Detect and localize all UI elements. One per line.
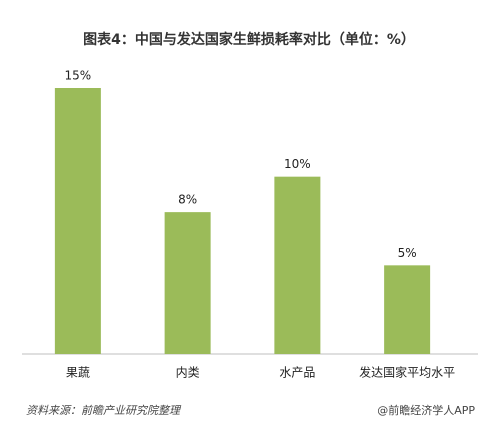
x-tick-label: 内类 xyxy=(176,366,200,380)
bar xyxy=(274,176,321,354)
value-label: 5% xyxy=(398,246,417,260)
chart-title: 图表4：中国与发达国家生鲜损耗率对比（单位：%） xyxy=(83,31,415,48)
bar xyxy=(164,212,211,354)
source-note: 资料来源：前瞻产业研究院整理 xyxy=(26,404,182,417)
value-label: 10% xyxy=(284,157,311,171)
bar xyxy=(384,265,431,354)
value-label: 15% xyxy=(65,69,92,83)
brand-note: @前瞻经济学人APP xyxy=(377,403,475,417)
x-tick-label: 水产品 xyxy=(279,366,315,380)
value-label: 8% xyxy=(178,193,197,207)
bar xyxy=(54,88,101,354)
x-tick-label: 发达国家平均水平 xyxy=(359,365,455,380)
x-tick-label: 果蔬 xyxy=(66,366,90,380)
